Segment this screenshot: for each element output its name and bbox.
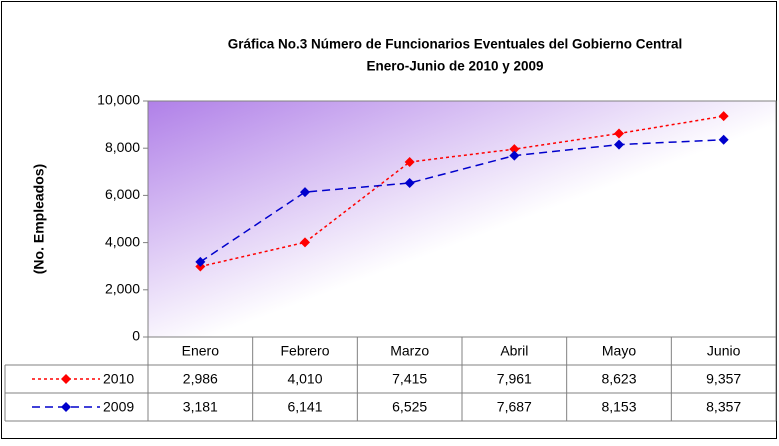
value-label: 8,623	[601, 371, 636, 387]
value-label: 4,010	[287, 371, 322, 387]
y-tick-label: 6,000	[105, 186, 140, 202]
value-label: 3,181	[183, 399, 218, 415]
y-tick-label: 0	[132, 328, 140, 344]
chart-subtitle: Enero-Junio de 2010 y 2009	[366, 59, 543, 74]
series-line	[199, 139, 724, 263]
point-marker	[509, 150, 520, 161]
value-label: 6,141	[287, 399, 322, 415]
x-tick-label: Marzo	[390, 343, 429, 359]
point-marker	[614, 139, 624, 150]
point-marker	[404, 157, 415, 168]
point-marker	[404, 178, 415, 189]
value-label: 7,687	[497, 399, 532, 415]
point-marker	[718, 134, 729, 145]
point-marker	[195, 256, 206, 267]
y-tick-label: 4,000	[105, 233, 140, 249]
plot-area	[147, 100, 777, 338]
y-axis-label: (No. Empleados)	[31, 164, 47, 274]
value-label: 7,961	[497, 371, 532, 387]
series-line	[200, 115, 724, 268]
point-marker	[300, 237, 310, 248]
point-marker	[614, 128, 624, 139]
point-marker	[300, 187, 310, 198]
value-label: 8,357	[706, 399, 741, 415]
y-tick-label: 2,000	[105, 281, 140, 297]
x-tick-label: Enero	[182, 343, 220, 359]
y-tick-label: 10,000	[97, 92, 140, 108]
y-tick-label: 8,000	[105, 139, 140, 155]
chart-title: Gráfica No.3 Número de Funcionarios Even…	[228, 37, 683, 52]
point-marker	[509, 144, 520, 155]
legend-marker	[61, 402, 71, 412]
value-label: 2,986	[183, 371, 218, 387]
value-label: 7,415	[392, 371, 427, 387]
x-tick-label: Febrero	[280, 343, 329, 359]
legend-marker	[61, 374, 71, 384]
x-tick-label: Junio	[707, 343, 741, 359]
point-marker	[718, 111, 729, 122]
x-tick-label: Abril	[500, 343, 528, 359]
legend-label: 2010	[103, 371, 134, 387]
value-label: 8,153	[601, 399, 636, 415]
value-label: 9,357	[706, 371, 741, 387]
legend-label: 2009	[103, 399, 134, 415]
value-label: 6,525	[392, 399, 427, 415]
x-tick-label: Mayo	[602, 343, 636, 359]
